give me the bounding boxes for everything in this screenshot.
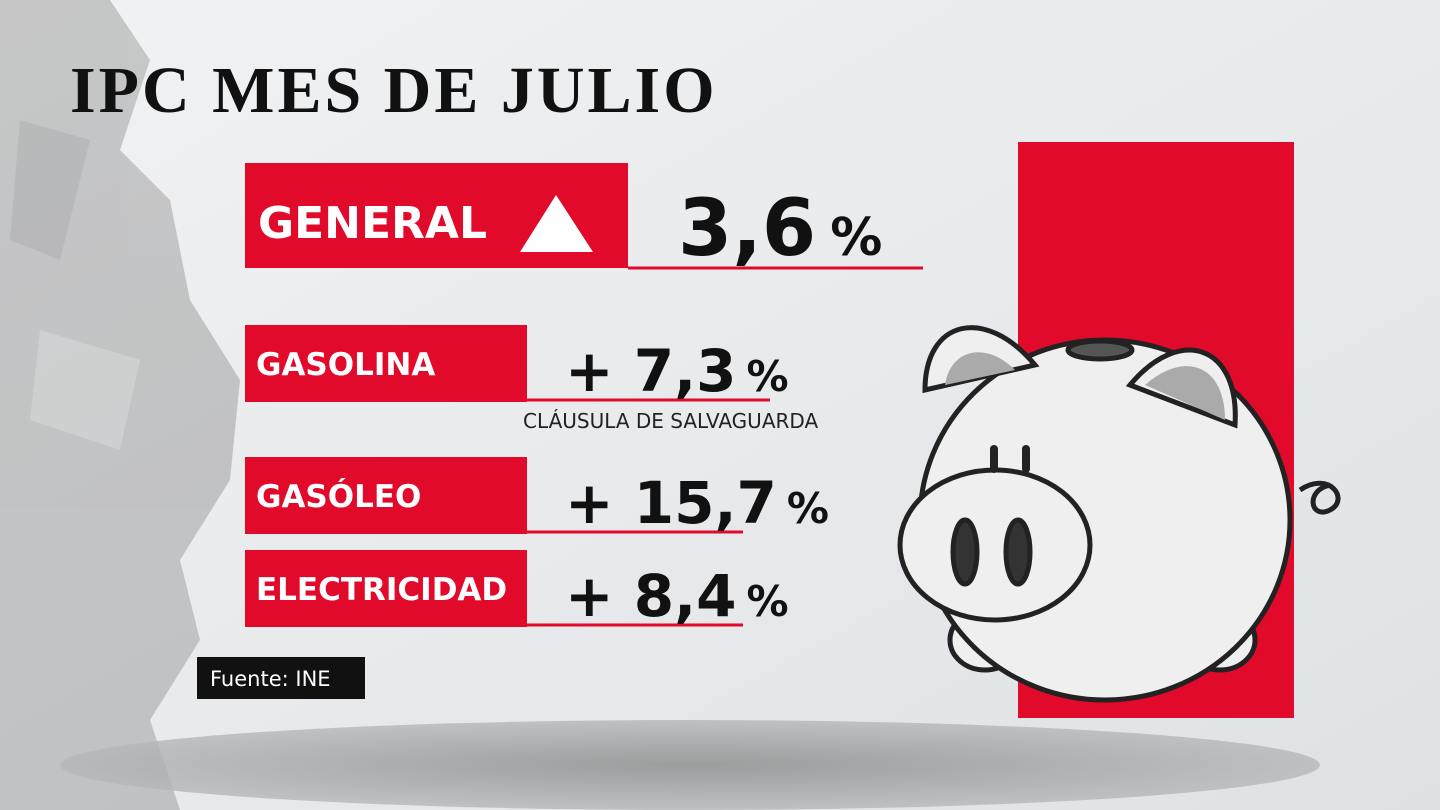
floor-shadow bbox=[60, 720, 1320, 810]
unit: % bbox=[747, 577, 789, 626]
item-note: CLÁUSULA DE SALVAGUARDA bbox=[523, 409, 818, 433]
item-label: ELECTRICIDAD bbox=[256, 572, 507, 608]
value: + 7,3 bbox=[565, 337, 737, 405]
label-box bbox=[245, 457, 527, 534]
rows: GASOLINA + 7,3 % CLÁUSULA DE SALVAGUARDA GAS… bbox=[245, 325, 829, 630]
label-box bbox=[245, 550, 527, 627]
source-box bbox=[197, 657, 365, 699]
value: + 8,4 bbox=[565, 562, 737, 630]
unit: % bbox=[747, 352, 789, 401]
piggy-bank bbox=[897, 325, 1341, 703]
main-value: 3,6% bbox=[678, 184, 882, 274]
item-value: + 8,4% bbox=[565, 562, 789, 630]
unit: % bbox=[787, 484, 829, 533]
value: 3,6 bbox=[678, 184, 816, 274]
item-label: GASOLINA bbox=[256, 347, 435, 383]
item-label: GASÓLEO bbox=[256, 478, 421, 515]
main-label: GENERAL bbox=[258, 198, 487, 249]
label-box bbox=[245, 325, 527, 402]
source: Fuente: INE bbox=[210, 667, 331, 691]
title: IPC MES DE JULIO bbox=[70, 54, 718, 127]
item-value: + 15,7% bbox=[565, 469, 829, 537]
background-figure bbox=[0, 0, 240, 810]
value: + 15,7 bbox=[565, 469, 777, 537]
item-value: + 7,3% bbox=[565, 337, 789, 405]
up-arrow bbox=[520, 195, 593, 252]
unit: % bbox=[830, 208, 882, 268]
